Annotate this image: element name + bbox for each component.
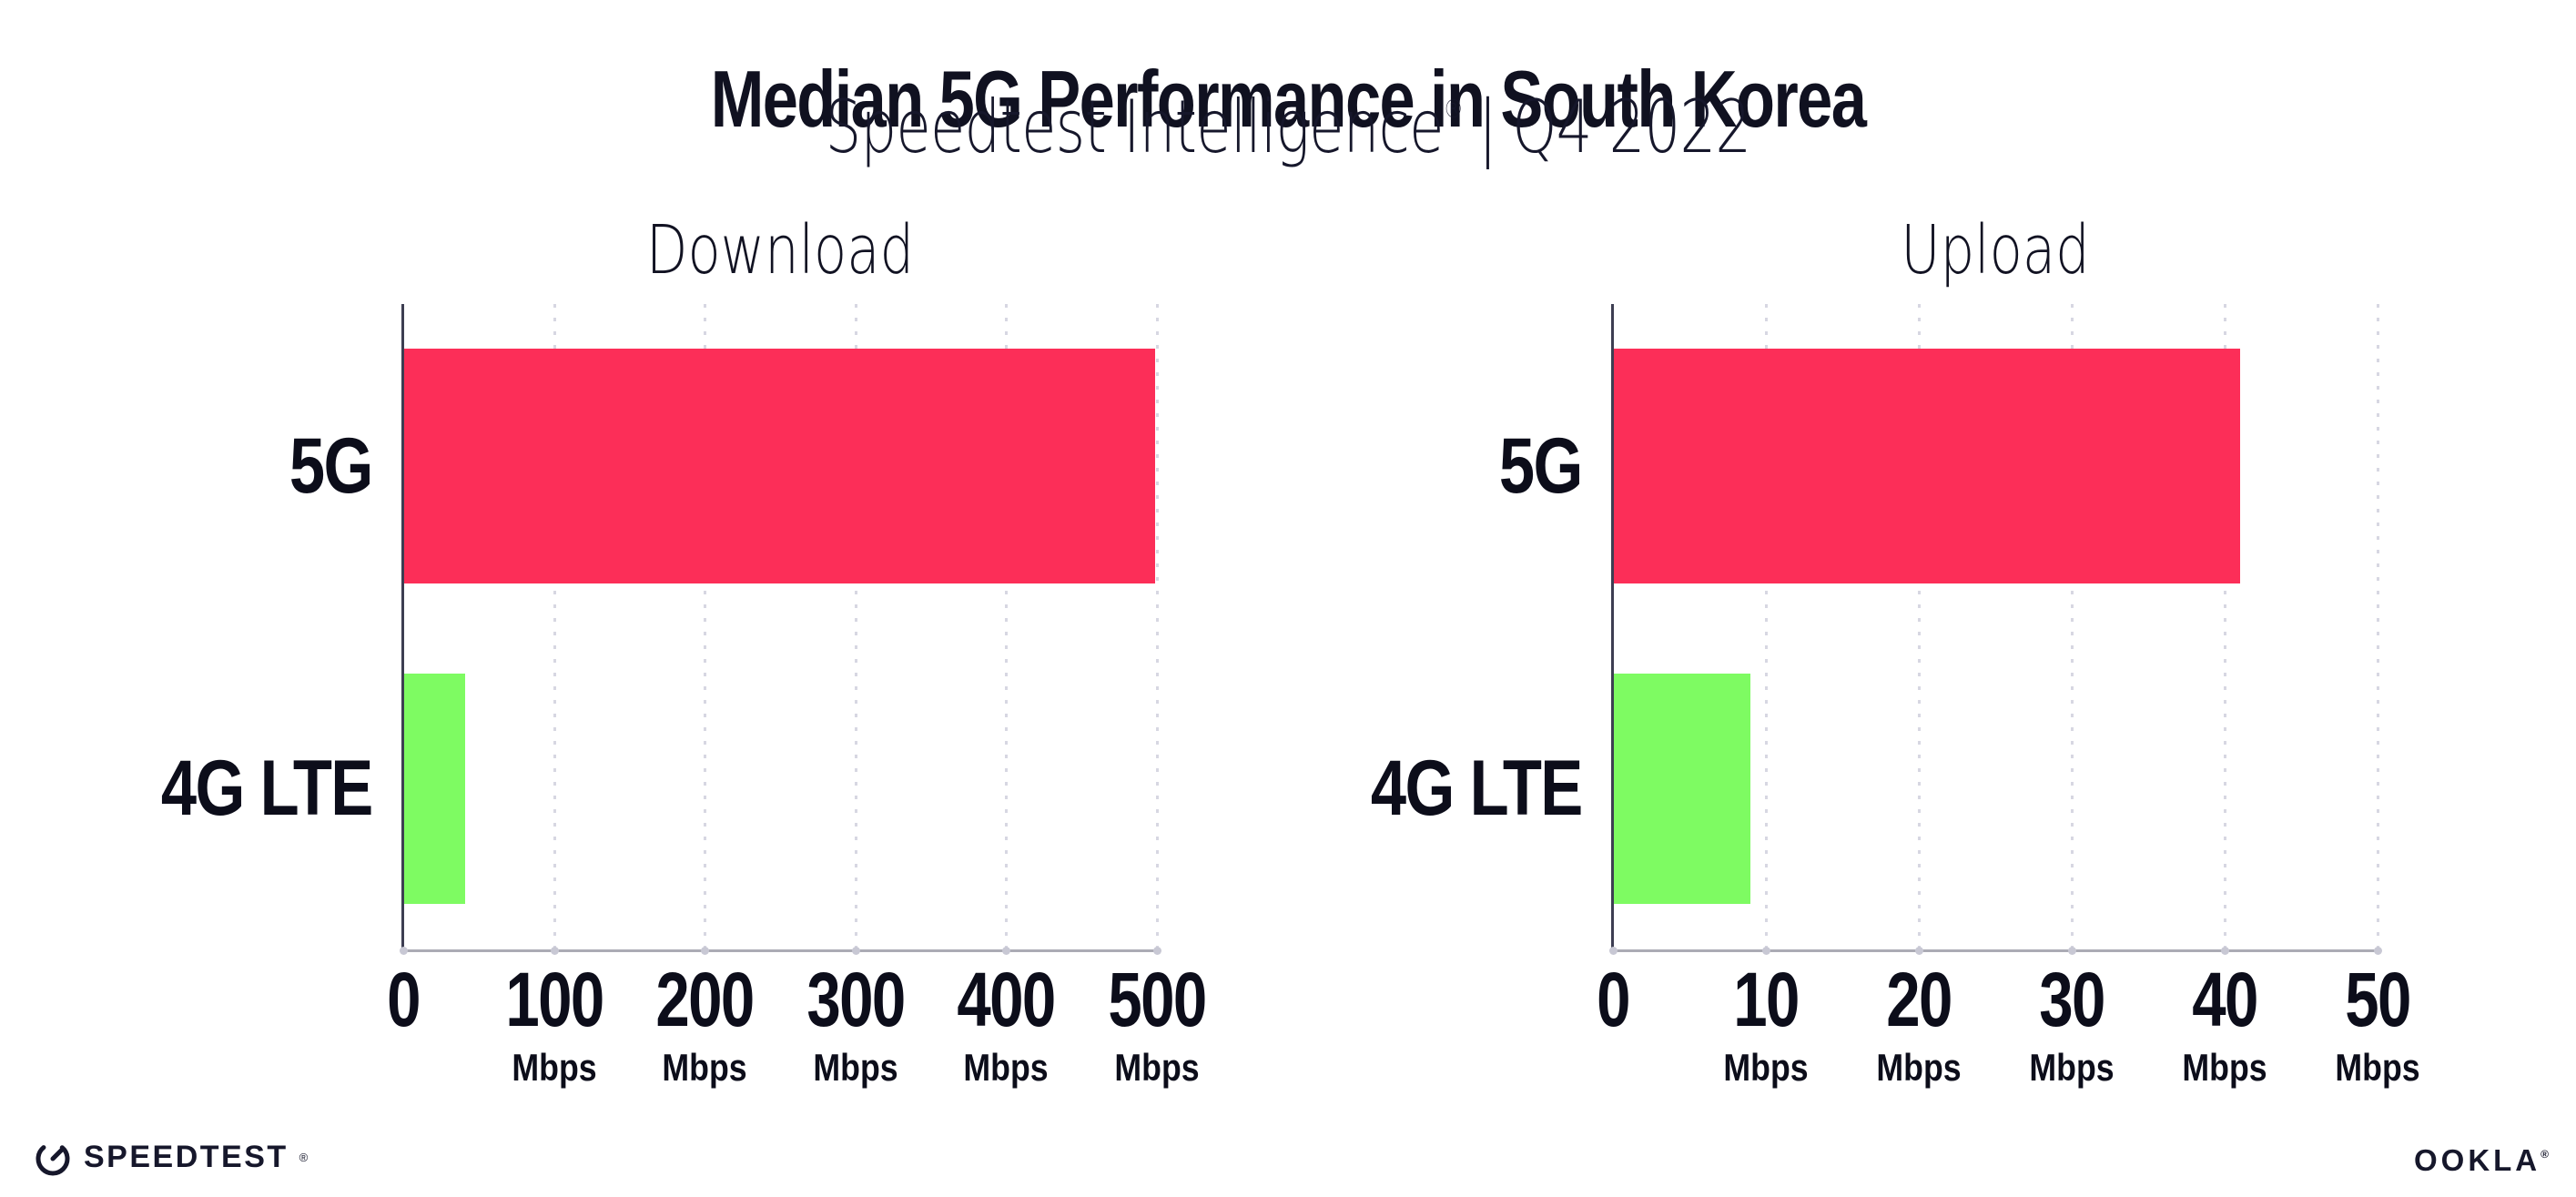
tick-label: 10 Mbps bbox=[1716, 961, 1816, 1087]
speedtest-gauge-icon bbox=[35, 1141, 70, 1176]
tick-label: 200 Mbps bbox=[644, 961, 766, 1087]
axis-tick-dot bbox=[1915, 947, 1923, 955]
category-label-5g: 5G bbox=[289, 422, 373, 510]
tick-label: 20 Mbps bbox=[1869, 961, 1969, 1087]
category-label-5g: 5G bbox=[1499, 422, 1583, 510]
category-label-4g-lte: 4G LTE bbox=[161, 745, 373, 832]
bar-5g-upload bbox=[1613, 349, 2240, 583]
tick-unit: Mbps bbox=[662, 1046, 747, 1089]
upload-chart-title: Upload bbox=[1901, 211, 2090, 289]
page-title: Median 5G Performance in South Korea bbox=[710, 53, 1867, 144]
tick-unit: Mbps bbox=[2029, 1046, 2115, 1089]
tick-value: 500 bbox=[1108, 957, 1207, 1042]
tick-value: 200 bbox=[655, 957, 756, 1042]
axis-tick-dot bbox=[1762, 947, 1770, 955]
axis-tick-dot bbox=[1002, 947, 1011, 955]
tick-label: 100 Mbps bbox=[493, 961, 615, 1087]
gridline bbox=[2377, 304, 2379, 950]
gridline bbox=[553, 304, 556, 950]
gridline bbox=[2224, 304, 2226, 950]
subtitle-separator: | bbox=[1477, 85, 1497, 169]
axis-tick-dot bbox=[1153, 947, 1161, 955]
gridline bbox=[1005, 304, 1009, 950]
axis-tick-dot bbox=[550, 947, 559, 955]
x-axis-ticks: 0 10 Mbps 20 Mbps 30 Mbps 40 Mbps 50 Mbp… bbox=[1597, 961, 2419, 1116]
tick-value: 0 bbox=[1597, 957, 1630, 1042]
tick-value: 400 bbox=[957, 957, 1057, 1042]
x-axis-line bbox=[1613, 949, 2378, 952]
upload-chart: Upload 5G 4G LTE 0 10 Mbps 20 Mbps 30 Mb… bbox=[1371, 217, 2419, 1087]
download-chart-title: Download bbox=[645, 211, 915, 289]
tick-label: 0 bbox=[383, 961, 424, 1049]
tick-value: 40 bbox=[2192, 957, 2258, 1042]
gridline bbox=[704, 304, 707, 950]
y-axis-line bbox=[401, 304, 404, 950]
axis-tick-dot bbox=[2068, 947, 2076, 955]
tick-label: 40 Mbps bbox=[2175, 961, 2275, 1087]
tick-value: 10 bbox=[1733, 957, 1800, 1042]
registered-mark: ® bbox=[1443, 94, 1464, 124]
tick-value: 300 bbox=[806, 957, 906, 1042]
tick-label: 500 Mbps bbox=[1096, 961, 1218, 1087]
y-axis-line bbox=[1611, 304, 1614, 950]
ookla-logo: OOKLA® bbox=[2414, 1145, 2549, 1175]
subtitle-brand: Speedtest Intelligence bbox=[825, 85, 1445, 169]
tick-value: 50 bbox=[2345, 957, 2411, 1042]
axis-tick-dot bbox=[851, 947, 860, 955]
speedtest-wordmark: SPEEDTEST bbox=[84, 1140, 289, 1174]
tick-value: 30 bbox=[2039, 957, 2105, 1042]
category-label-4g-lte: 4G LTE bbox=[1371, 745, 1583, 832]
tick-unit: Mbps bbox=[963, 1046, 1049, 1089]
tick-value: 20 bbox=[1886, 957, 1952, 1042]
gridline bbox=[1765, 304, 1768, 950]
tick-value: 100 bbox=[504, 957, 604, 1042]
tick-label: 300 Mbps bbox=[795, 961, 917, 1087]
axis-tick-dot bbox=[2221, 947, 2229, 955]
tick-label: 0 bbox=[1593, 961, 1634, 1049]
x-axis-line bbox=[403, 949, 1157, 952]
tick-unit: Mbps bbox=[2182, 1046, 2267, 1089]
tick-unit: Mbps bbox=[511, 1046, 597, 1089]
subtitle-period: Q4 2022 bbox=[1512, 85, 1751, 169]
axis-tick-dot bbox=[1609, 947, 1618, 955]
axis-tick-dot bbox=[400, 947, 408, 955]
axis-tick-dot bbox=[2374, 947, 2382, 955]
x-axis-ticks: 0 100 Mbps 200 Mbps 300 Mbps 400 Mbps 50… bbox=[387, 961, 1207, 1116]
axis-tick-dot bbox=[701, 947, 710, 955]
tick-value: 0 bbox=[387, 957, 421, 1042]
registered-mark: ® bbox=[2541, 1148, 2549, 1161]
tick-label: 400 Mbps bbox=[945, 961, 1067, 1087]
tick-unit: Mbps bbox=[2335, 1046, 2420, 1089]
download-chart: Download 5G 4G LTE 0 100 Mbps 200 Mbps 3… bbox=[161, 217, 1207, 1087]
bar-4g-upload bbox=[1613, 674, 1751, 904]
speedtest-logo: SPEEDTEST ® bbox=[33, 1137, 308, 1177]
tick-label: 50 Mbps bbox=[2328, 961, 2428, 1087]
tick-unit: Mbps bbox=[1876, 1046, 1962, 1089]
bar-5g-download bbox=[403, 349, 1156, 583]
tick-unit: Mbps bbox=[1114, 1046, 1200, 1089]
tick-unit: Mbps bbox=[813, 1046, 898, 1089]
ookla-wordmark: OOKLA bbox=[2413, 1143, 2541, 1177]
tick-label: 30 Mbps bbox=[2022, 961, 2122, 1087]
tick-unit: Mbps bbox=[1723, 1046, 1809, 1089]
gridline bbox=[2071, 304, 2074, 950]
gridline bbox=[1156, 304, 1159, 950]
gridline bbox=[1918, 304, 1921, 950]
page-subtitle: Speedtest Intelligence® | Q4 2022 bbox=[283, 91, 2292, 164]
bar-4g-download bbox=[403, 674, 465, 904]
gridline bbox=[854, 304, 857, 950]
registered-mark: ® bbox=[299, 1150, 309, 1164]
